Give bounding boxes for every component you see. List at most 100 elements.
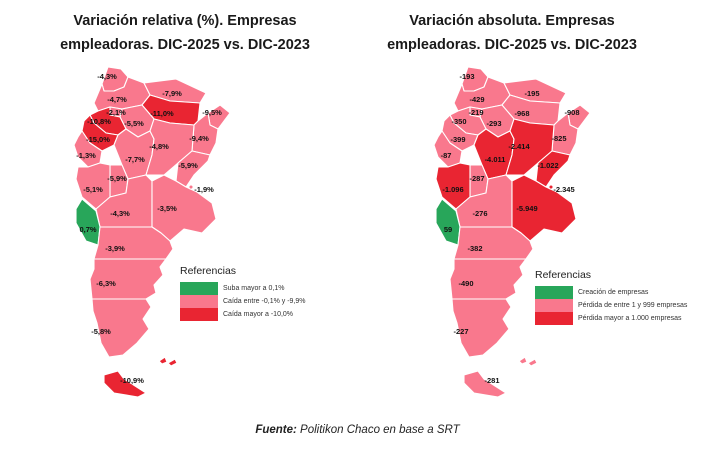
source-prefix: Fuente: <box>255 424 297 436</box>
green-swatch <box>535 286 573 299</box>
province-value-label-tucuman: -2,1% <box>106 108 126 117</box>
province-neuquen <box>435 198 461 246</box>
province-value-label-caba: -2.345 <box>553 185 574 194</box>
province-value-label-lapampa: -4,3% <box>110 209 130 218</box>
province-value-label-chubut: -6,3% <box>96 279 116 288</box>
province-malvinas <box>167 358 178 367</box>
province-value-label-corrientes: -825 <box>551 134 566 143</box>
province-value-label-formosa: -7,9% <box>162 89 182 98</box>
legend-item-label: Caída mayor a -10,0% <box>223 311 294 318</box>
legend-item-label: Caída entre -0,1% y -9,9% <box>223 298 306 305</box>
province-tdf <box>463 370 507 398</box>
province-value-label-sanluis: -287 <box>469 174 484 183</box>
absolute-map-title-line2: empleadoras. DIC-2025 vs. DIC-2023 <box>387 37 637 53</box>
province-chubut <box>89 258 167 300</box>
province-value-label-chaco: -11,0% <box>150 109 174 118</box>
province-value-label-sanjuan: -87 <box>441 151 452 160</box>
province-value-label-caba: -1,9% <box>194 185 214 194</box>
absolute-variation-choropleth-map: -193 -429 -195 -968 -908 -825 -219-293 -350 -399… <box>433 66 591 398</box>
province-larioja <box>441 114 479 152</box>
absolute-map-title: Variación absoluta. Empresas empleadoras… <box>342 9 682 57</box>
province-value-label-sanluis: -5,9% <box>107 174 127 183</box>
province-value-label-misiones: -908 <box>564 108 579 117</box>
province-malvinas <box>518 356 528 365</box>
province-caba <box>188 184 194 190</box>
legend-item-label: Pérdida de entre 1 y 999 empresas <box>578 302 688 309</box>
province-value-label-jujuy: -4,3% <box>97 72 117 81</box>
province-value-label-formosa: -195 <box>524 89 539 98</box>
province-value-label-santacruz: -5,8% <box>91 327 111 336</box>
legend-item-small-loss: Pérdida de entre 1 y 999 empresas <box>535 299 715 312</box>
legend-item-label: Creación de empresas <box>578 289 649 296</box>
province-value-label-tdf: -10,9% <box>120 376 144 385</box>
province-malvinas <box>158 356 168 365</box>
pink-swatch <box>180 295 218 308</box>
legend-item-increase: Suba mayor a 0,1% <box>180 282 370 295</box>
province-malvinas <box>527 358 538 367</box>
legend-item-large-drop: Caída mayor a -10,0% <box>180 308 370 321</box>
province-value-label-chubut: -490 <box>458 279 473 288</box>
province-value-label-lapampa: -276 <box>472 209 487 218</box>
relative-map-title-line1: Variación relativa (%). Empresas <box>73 13 297 29</box>
province-value-label-santafe: -4,8% <box>149 142 169 151</box>
province-value-label-santiago: -293 <box>486 119 501 128</box>
province-value-label-rionegro: -382 <box>467 244 482 253</box>
legend-item-label: Suba mayor a 0,1% <box>223 285 285 292</box>
province-value-label-santiago: -5,5% <box>124 119 144 128</box>
province-chubut <box>449 258 527 300</box>
province-value-label-larioja: -15,0% <box>86 135 110 144</box>
province-neuquen <box>75 198 101 246</box>
province-value-label-chaco: -968 <box>514 109 529 118</box>
relative-map-title-line2: empleadoras. DIC-2025 vs. DIC-2023 <box>60 37 310 53</box>
legend-title: Referencias <box>180 265 237 277</box>
pink-swatch <box>535 299 573 312</box>
legend-item-creation: Creación de empresas <box>535 286 715 299</box>
province-value-label-tucuman: -219 <box>468 108 483 117</box>
province-entrerios <box>535 150 571 188</box>
province-value-label-buenosaires: -5.949 <box>516 204 537 213</box>
legend-title: Referencias <box>535 269 592 281</box>
source-note: Fuente: Politikon Chaco en base a SRT <box>0 424 715 436</box>
legend-item-label: Pérdida mayor a 1.000 empresas <box>578 315 682 322</box>
province-value-label-cordoba: -4.011 <box>485 155 506 164</box>
province-entrerios <box>175 150 211 188</box>
relative-variation-choropleth-map: -4,3% -4,7% -7,9% -11,0% -9,5% -9,4% -2,1% -5,5… <box>73 66 231 398</box>
province-tdf <box>103 370 147 398</box>
province-value-label-catamarca: -350 <box>451 117 466 126</box>
province-value-label-santafe: -2.414 <box>508 142 530 151</box>
green-swatch <box>180 282 218 295</box>
source-text: Politikon Chaco en base a SRT <box>296 424 460 436</box>
legend-item-big-loss: Pérdida mayor a 1.000 empresas <box>535 312 715 325</box>
province-caba <box>548 184 554 190</box>
province-value-label-salta: -4,7% <box>107 95 127 104</box>
province-rionegro <box>453 226 534 260</box>
red-swatch <box>535 312 573 325</box>
relative-map-legend: Referencias Suba mayor a 0,1% Caída entr… <box>180 265 370 321</box>
province-value-label-larioja: -399 <box>450 135 465 144</box>
province-larioja <box>81 114 119 152</box>
absolute-map-legend: Referencias Creación de empresas Pérdida… <box>535 269 715 325</box>
absolute-map-title-line1: Variación absoluta. Empresas <box>409 13 615 29</box>
province-santacruz <box>451 298 512 358</box>
relative-map-title: Variación relativa (%). Empresas emplead… <box>15 9 355 57</box>
legend-item-moderate-drop: Caída entre -0,1% y -9,9% <box>180 295 370 308</box>
province-value-label-jujuy: -193 <box>459 72 474 81</box>
province-value-label-buenosaires: -3,5% <box>157 204 177 213</box>
province-santacruz <box>91 298 152 358</box>
province-value-label-corrientes: -9,4% <box>189 134 209 143</box>
province-rionegro <box>93 226 174 260</box>
province-value-label-entrerios: -5,9% <box>178 161 198 170</box>
province-value-label-misiones: -9,5% <box>202 108 222 117</box>
province-value-label-sanjuan: -1,3% <box>76 151 96 160</box>
province-value-label-tdf: -281 <box>484 376 499 385</box>
province-value-label-rionegro: -3,9% <box>105 244 125 253</box>
province-value-label-catamarca: -10,8% <box>87 117 111 126</box>
province-value-label-neuquen: 0,7% <box>79 225 96 234</box>
province-value-label-cordoba: -7,7% <box>125 155 145 164</box>
province-value-label-santacruz: -227 <box>453 327 468 336</box>
province-value-label-salta: -429 <box>469 95 484 104</box>
province-value-label-neuquen: 59 <box>444 225 452 234</box>
province-value-label-mendoza: -5,1% <box>83 185 103 194</box>
province-value-label-entrerios: -1.022 <box>537 161 558 170</box>
